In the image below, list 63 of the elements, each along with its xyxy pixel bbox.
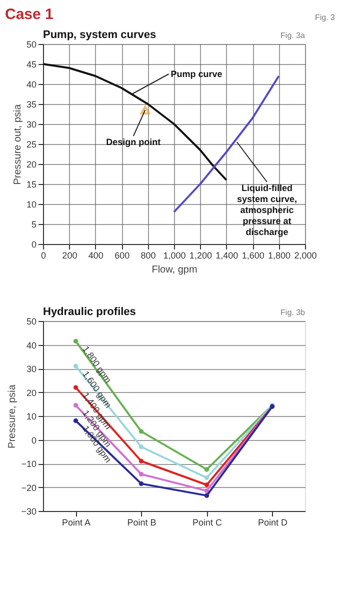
annotation: Liquid-filled system curve, atmospheric pressure at discharge	[236, 183, 298, 237]
y-tick-label: 40	[26, 80, 36, 90]
point	[138, 481, 144, 486]
y-tick-label: 35	[26, 100, 36, 110]
y-tick-label: 20	[26, 160, 36, 170]
point	[204, 475, 210, 480]
caption: Fig. 3a	[280, 31, 306, 40]
point	[73, 338, 78, 344]
y-tick-label: 30	[26, 120, 36, 130]
y-tick-label: 10	[26, 200, 36, 210]
y-axis-title: Pressure, psia	[7, 384, 18, 448]
y-tick-label: 5	[31, 220, 36, 230]
point	[138, 444, 144, 450]
text: Case 1	[5, 6, 54, 23]
chart-title: Hydraulic profiles	[43, 306, 136, 318]
x-tick-label: 800	[140, 250, 156, 260]
y-tick-label: 50	[26, 40, 36, 50]
y-tick-label: 45	[26, 60, 36, 70]
x-tick-label: 0	[40, 250, 46, 260]
x-tick-label: Point C	[192, 518, 223, 528]
y-tick-label: 30	[26, 364, 36, 374]
annotation: Design point	[106, 137, 161, 147]
point	[73, 364, 78, 368]
line-series	[42, 63, 228, 181]
x-tick-label: 1,400	[216, 250, 238, 260]
x-tick-label: 1,200	[189, 250, 212, 260]
y-tick-label: 50	[26, 316, 36, 326]
x-tick-label: 1,000	[163, 250, 186, 260]
x-tick-label: 600	[114, 250, 130, 260]
x-tick-label: 200	[62, 250, 78, 260]
x-tick-label: 1,800	[268, 250, 291, 260]
y-tick-label: 0	[31, 240, 36, 250]
x-tick-label: Point B	[127, 518, 156, 528]
caption: Fig. 3b	[280, 308, 306, 317]
y-tick-label: 20	[26, 388, 36, 398]
y-tick-label: 40	[26, 340, 36, 350]
x-tick-label: 2,000	[294, 250, 317, 260]
x-tick-label: 1,600	[242, 250, 264, 260]
point	[204, 482, 210, 488]
y-tick-label: 0	[31, 435, 36, 446]
point	[204, 493, 210, 498]
x-tick-label: 400	[88, 250, 104, 260]
point	[73, 418, 78, 424]
point	[204, 488, 210, 494]
x-tick-label: Point A	[62, 518, 91, 528]
point	[204, 467, 210, 472]
chart-title: Pump, system curves	[43, 29, 156, 41]
caption: Fig. 3	[314, 13, 336, 22]
y-tick-label: −10	[21, 459, 36, 469]
y-tick-label: 10	[26, 412, 36, 422]
x-axis-title: Flow, gpm	[152, 264, 198, 276]
point	[73, 402, 78, 408]
annotation: Pump curve	[170, 69, 222, 79]
y-tick-label: −20	[21, 482, 36, 493]
x-tick-label: Point D	[258, 518, 288, 528]
y-axis-title: Pressure out, psia	[12, 104, 24, 185]
y-tick-label: −30	[21, 506, 36, 516]
point	[138, 472, 144, 477]
point	[138, 429, 144, 434]
y-tick-label: 15	[26, 180, 36, 190]
y-tick-label: 25	[26, 140, 36, 150]
point	[73, 385, 78, 390]
point	[138, 458, 144, 464]
